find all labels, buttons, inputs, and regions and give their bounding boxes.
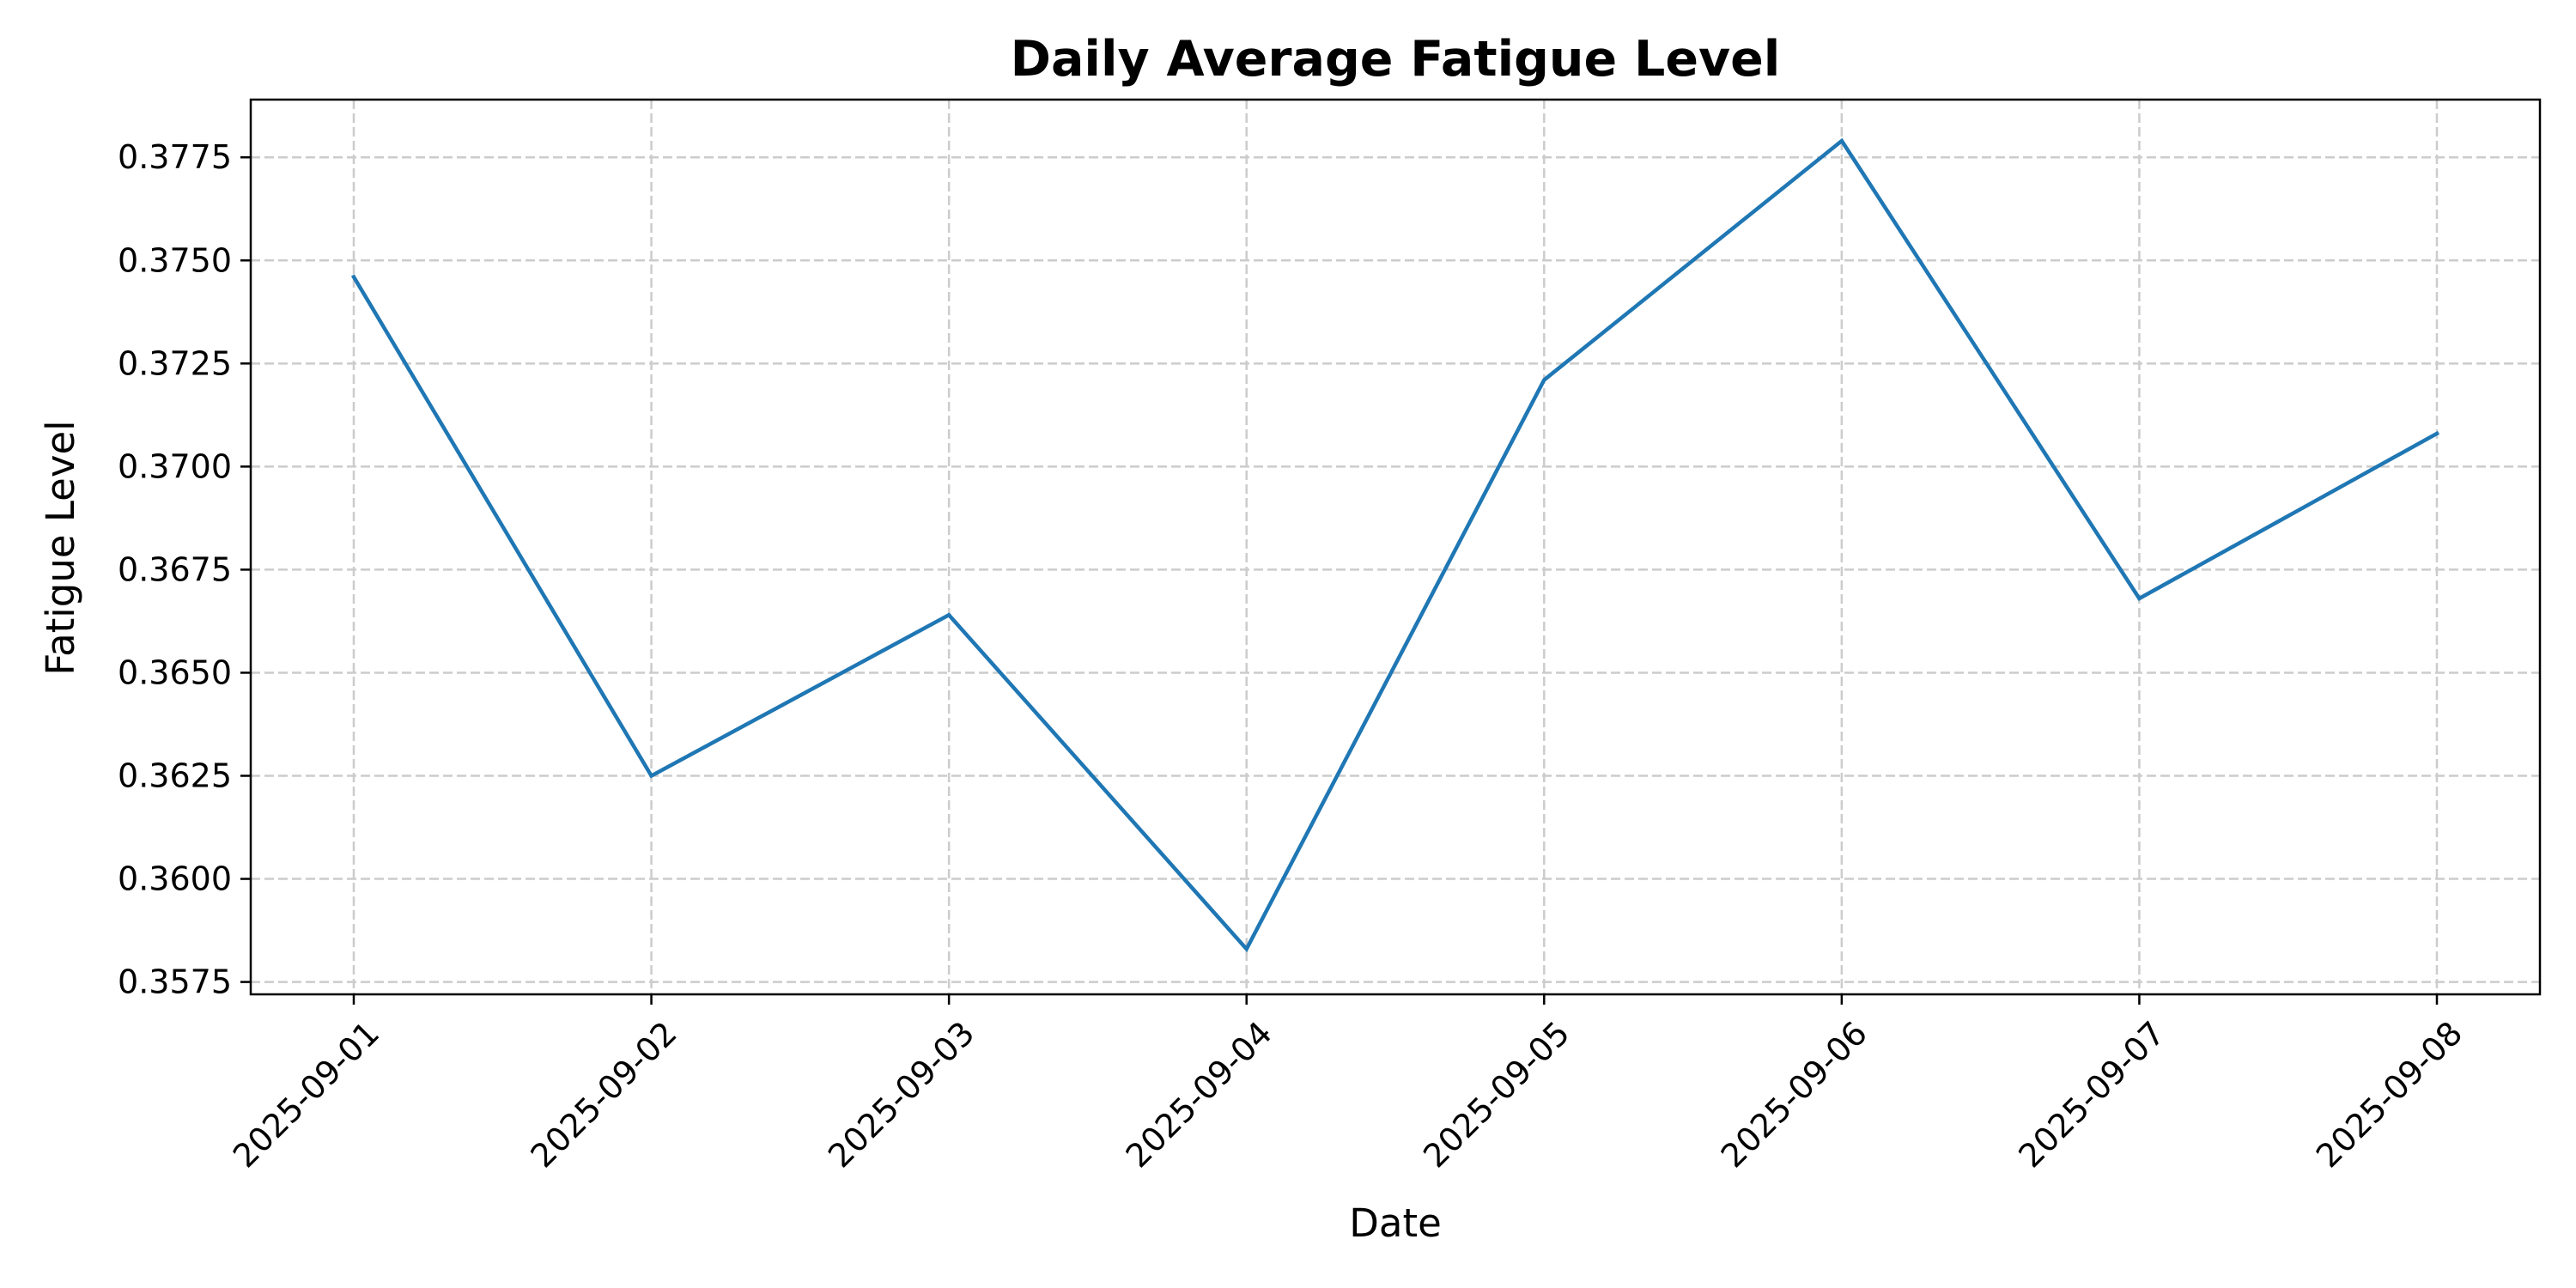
y-axis-ticks: 0.3575 0.3600 0.3625 0.3650 0.3675 0.3700 0.37… [118, 138, 251, 1001]
series-group [350, 137, 2440, 953]
y-tick-label: 0.3700 [118, 447, 232, 485]
chart-title: Daily Average Fatigue Level [1011, 31, 1781, 88]
y-axis-label: Fatigue Level [38, 420, 83, 675]
y-tick-label: 0.3575 [118, 963, 232, 1001]
y-tick-label: 0.3625 [118, 757, 232, 795]
y-tick-label: 0.3650 [118, 653, 232, 691]
y-tick-label: 0.3600 [118, 860, 232, 898]
y-tick-label: 0.3750 [118, 241, 232, 279]
y-tick-label: 0.3725 [118, 344, 232, 382]
y-tick-label: 0.3675 [118, 550, 232, 588]
series-line-0 [350, 137, 2440, 953]
x-axis-label: Date [1349, 1200, 1442, 1246]
x-gridlines [352, 100, 2439, 994]
plot-frame [249, 98, 2542, 996]
y-gridlines [251, 155, 2540, 983]
y-tick-label: 0.3775 [118, 138, 232, 176]
